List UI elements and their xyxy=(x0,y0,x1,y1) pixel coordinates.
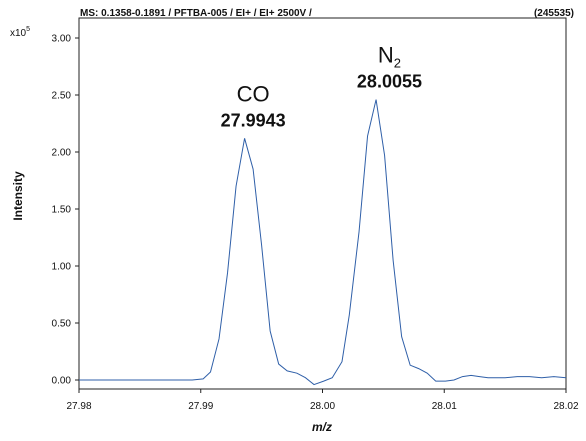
spectrum-line xyxy=(79,99,567,386)
peak-name-label: CO xyxy=(237,81,270,106)
y-tick-label: 1.00 xyxy=(52,262,72,273)
x-tick-label: 28.01 xyxy=(432,401,457,412)
x-tick-label: 27.99 xyxy=(188,401,213,412)
x-tick-label: 28.02 xyxy=(553,401,578,412)
peak-name-label: N2 xyxy=(378,43,401,71)
x-axis: 27.98 27.99 28.00 28.01 28.02 xyxy=(66,389,579,412)
total-count-label: (245535) xyxy=(534,8,574,19)
peak-mass-label: 28.0055 xyxy=(357,72,422,92)
x-tick-label: 27.98 xyxy=(66,401,91,412)
y-tick-label: 0.50 xyxy=(52,319,72,330)
x-tick-label: 28.00 xyxy=(310,401,335,412)
scan-info-label: MS: 0.1358-0.1891 / PFTBA-005 / EI+ / EI… xyxy=(80,8,312,19)
y-axis: 0.00 0.50 1.00 1.50 2.00 2.50 3.00 xyxy=(52,34,79,387)
y-tick-label: 2.50 xyxy=(52,91,72,102)
y-tick-label: 3.00 xyxy=(52,34,72,45)
x-axis-title: m/z xyxy=(312,420,332,434)
y-tick-label: 0.00 xyxy=(52,376,72,387)
plot-frame xyxy=(78,17,567,390)
y-multiplier-label: x105 xyxy=(10,26,30,39)
peak-mass-label: 27.9943 xyxy=(221,110,286,130)
y-axis-title: Intensity xyxy=(11,171,25,221)
y-tick-label: 2.00 xyxy=(52,148,72,159)
y-tick-label: 1.50 xyxy=(52,205,72,216)
